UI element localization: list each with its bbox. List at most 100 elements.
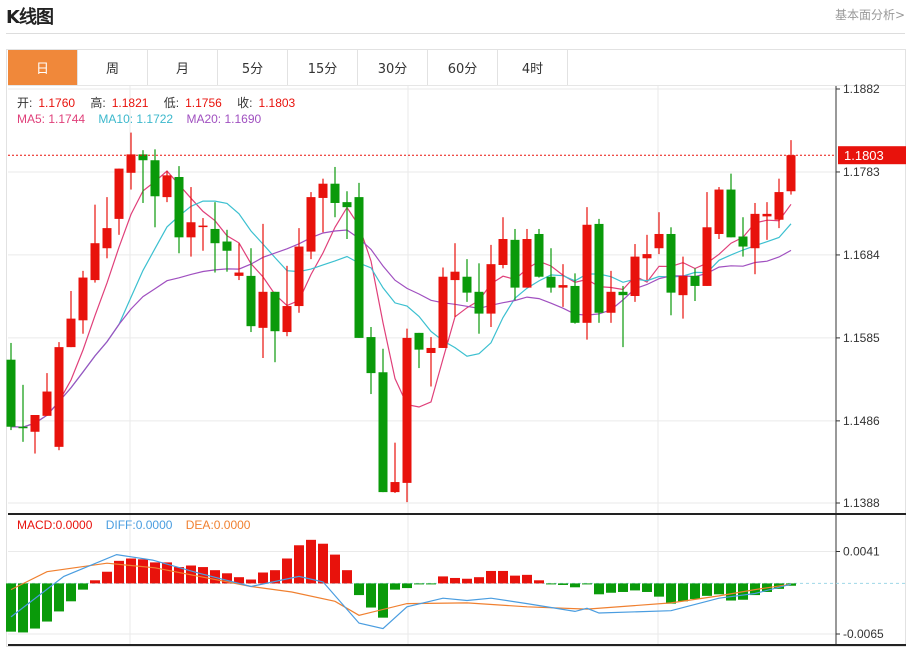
header-divider (6, 33, 905, 34)
candle-down (594, 223, 604, 313)
current-price-label: 1.1803 (844, 148, 884, 163)
ma20-line (10, 229, 792, 428)
macd-bar-positive (246, 579, 256, 584)
tab-15min[interactable]: 15分 (288, 50, 358, 85)
candle-down (378, 372, 388, 493)
macd-bar-negative (66, 583, 76, 602)
macd-bar-positive (126, 558, 136, 584)
low-value: 1.1756 (185, 96, 222, 110)
high-value: 1.1821 (111, 96, 149, 110)
macd-bar-negative (702, 583, 712, 596)
macd-bar-positive (510, 575, 520, 584)
macd-bar-negative (426, 583, 436, 585)
diff-line (10, 553, 792, 630)
high-label: 高: (90, 96, 106, 110)
macd-bar-negative (594, 583, 604, 595)
candle-up (438, 276, 448, 348)
macd-bar-positive (162, 562, 172, 584)
candle-up (750, 213, 760, 249)
macd-bar-positive (294, 545, 304, 584)
macd-bar-positive (342, 570, 352, 584)
candle-down (546, 276, 556, 288)
macd-bar-positive (318, 543, 328, 584)
candle-down (726, 189, 736, 238)
tab-5min[interactable]: 5分 (218, 50, 288, 85)
candle-down (474, 291, 484, 314)
candle-up (630, 256, 640, 296)
candle-down (210, 228, 220, 244)
macd-bar-positive (198, 567, 208, 584)
macd-bar-negative (642, 583, 652, 592)
tab-60min[interactable]: 60分 (428, 50, 498, 85)
candle-up (282, 306, 292, 333)
macd-bar-negative (390, 583, 400, 590)
candle-up (114, 168, 124, 219)
candle-down (246, 275, 256, 327)
y-tick-label: 1.1585 (843, 331, 880, 345)
candle-down (366, 337, 376, 374)
macd-bar-positive (498, 570, 508, 584)
low-label: 低: (163, 96, 180, 110)
macd-bar-positive (522, 574, 532, 584)
chart-panel (6, 49, 906, 647)
candle-down (534, 233, 544, 277)
tabs-divider (8, 85, 905, 86)
tab-4hour[interactable]: 4时 (498, 50, 568, 85)
candle-down (342, 202, 352, 208)
candle-up (306, 197, 316, 252)
candle-up (126, 154, 136, 173)
macd-bar-negative (618, 583, 628, 592)
macd-y-tick-label: 0.0041 (843, 545, 880, 559)
macd-bar-positive (138, 559, 148, 584)
candle-down (666, 233, 676, 293)
candle-up (102, 228, 112, 249)
macd-bar-positive (534, 580, 544, 584)
macd-bar-negative (678, 583, 688, 602)
candle-up (606, 291, 616, 313)
candle-up (558, 285, 568, 288)
macd-bar-negative (6, 583, 16, 632)
candle-up (78, 277, 88, 321)
ohlc-readout: 开: 1.1760 高: 1.1821 低: 1.1756 收: 1.1803 (17, 94, 307, 111)
candle-up (714, 189, 724, 234)
ma-readout: MA5: 1.1744 MA10: 1.1722 MA20: 1.1690 (17, 112, 267, 126)
tab-month[interactable]: 月 (148, 50, 218, 85)
candle-up (426, 347, 436, 353)
dea-line (10, 562, 792, 616)
macd-bar-positive (234, 577, 244, 584)
macd-readout: MACD:0.0000 DIFF:0.0000 DEA:0.0000 (17, 518, 256, 532)
tab-week[interactable]: 周 (78, 50, 148, 85)
candle-up (762, 213, 772, 217)
candle-up (54, 347, 64, 447)
candle-up (318, 183, 328, 198)
close-label: 收: (237, 96, 253, 110)
candle-up (774, 192, 784, 220)
candle-down (354, 197, 364, 338)
macd-value: MACD:0.0000 (17, 518, 93, 532)
tab-30min[interactable]: 30分 (358, 50, 428, 85)
macd-bar-negative (366, 583, 376, 608)
tab-day[interactable]: 日 (8, 50, 78, 85)
candle-up (786, 155, 796, 192)
candle-down (222, 241, 232, 251)
candle-down (618, 291, 628, 296)
candle-down (414, 332, 424, 350)
open-label: 开: (17, 96, 33, 110)
macd-bar-positive (90, 580, 100, 584)
macd-bar-positive (150, 562, 160, 584)
macd-bar-negative (570, 583, 580, 588)
period-tabs: 日 周 月 5分 15分 30分 60分 4时 (8, 50, 568, 85)
macd-bar-negative (354, 583, 364, 596)
candle-down (330, 183, 340, 203)
candle-up (234, 272, 244, 276)
page-title: K线图 (6, 7, 54, 28)
macd-bar-negative (606, 583, 616, 593)
candle-up (90, 243, 100, 281)
fundamental-analysis-link[interactable]: 基本面分析> (834, 8, 905, 22)
macd-bar-negative (30, 583, 40, 629)
candle-up (678, 275, 688, 296)
macd-bar-positive (462, 578, 472, 584)
candle-up (582, 224, 592, 323)
macd-bar-positive (486, 570, 496, 584)
